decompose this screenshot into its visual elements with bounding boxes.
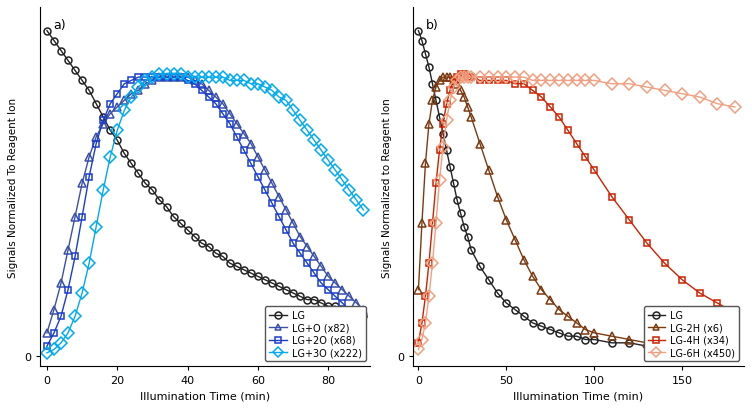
Y-axis label: Signals Normalized To Reagent Ion: Signals Normalized To Reagent Ion [8,97,18,277]
X-axis label: Illumination Time (min): Illumination Time (min) [140,391,270,401]
Legend: LG, LG+O (x82), LG+2O (x68), LG+3O (x222): LG, LG+O (x82), LG+2O (x68), LG+3O (x222… [265,306,365,361]
Y-axis label: Signals Normalized to Reagent Ion: Signals Normalized to Reagent Ion [381,98,392,277]
Text: b): b) [426,19,439,32]
Legend: LG, LG-2H (x6), LG-4H (x34), LG-6H (x450): LG, LG-2H (x6), LG-4H (x34), LG-6H (x450… [644,306,738,361]
X-axis label: Illumination Time (min): Illumination Time (min) [514,391,644,401]
Text: a): a) [53,19,65,32]
